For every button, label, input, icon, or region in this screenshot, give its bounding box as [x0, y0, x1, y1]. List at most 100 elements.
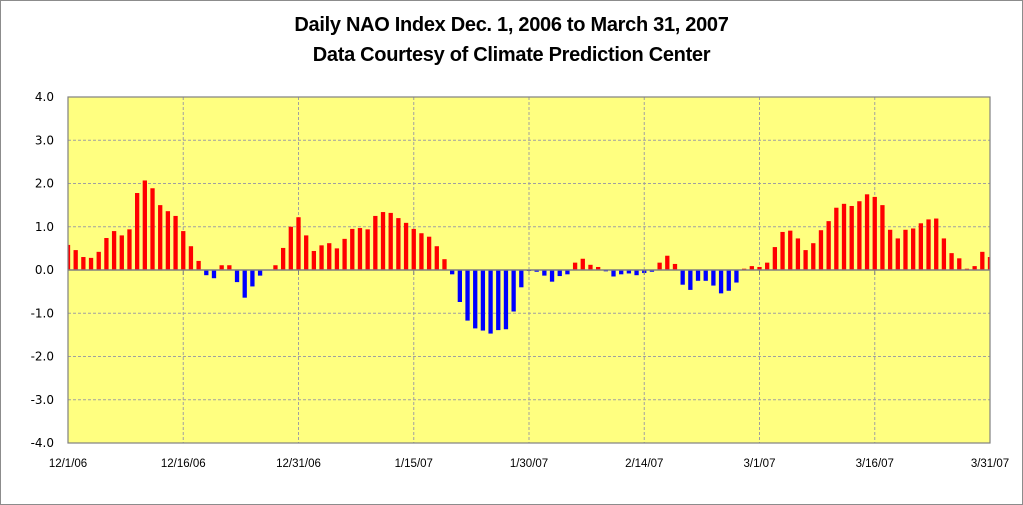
bar — [519, 270, 524, 288]
bar — [572, 262, 578, 270]
bar — [726, 270, 731, 291]
bar — [619, 270, 624, 275]
bar — [788, 230, 793, 270]
bar — [557, 270, 562, 277]
bar — [273, 265, 278, 270]
bar — [680, 270, 685, 285]
bar — [357, 228, 363, 270]
bar — [334, 248, 340, 270]
bar — [957, 258, 962, 270]
bar — [718, 270, 724, 294]
bar — [68, 244, 71, 270]
bar — [488, 270, 493, 334]
bar — [972, 266, 977, 270]
y-tick-label: -3.0 — [31, 393, 54, 407]
y-tick-label: 4.0 — [35, 90, 54, 104]
bar — [73, 250, 78, 270]
y-tick-label: 1.0 — [35, 220, 54, 234]
bar — [234, 270, 240, 283]
bar — [834, 207, 839, 270]
bar — [649, 270, 655, 272]
bar — [503, 270, 509, 330]
bar — [826, 221, 831, 270]
chart-subtitle: Data Courtesy of Climate Prediction Cent… — [312, 44, 711, 66]
bar — [450, 270, 455, 275]
bar — [849, 205, 854, 270]
x-tick-label: 3/16/07 — [856, 458, 894, 470]
x-tick-label: 1/15/07 — [395, 458, 433, 470]
bar — [442, 259, 447, 270]
bar — [304, 235, 309, 270]
bar — [611, 270, 616, 277]
bar — [327, 243, 332, 270]
bar — [227, 265, 232, 270]
bar — [734, 270, 739, 283]
y-tick-label: 2.0 — [35, 177, 54, 191]
bar — [127, 229, 132, 270]
bar — [895, 238, 900, 270]
bars — [68, 180, 990, 334]
bar — [242, 270, 247, 298]
bar — [941, 238, 947, 270]
bar — [703, 270, 708, 281]
bar — [772, 247, 778, 270]
y-tick-label: 3.0 — [35, 133, 54, 147]
bar — [388, 212, 393, 270]
x-tick-label: 2/14/07 — [625, 458, 663, 470]
bar — [373, 215, 378, 270]
bar — [296, 217, 301, 270]
bar — [565, 270, 570, 275]
bar — [903, 229, 908, 270]
bar — [250, 270, 255, 287]
bar — [457, 270, 462, 303]
bar — [434, 246, 439, 270]
bar — [150, 188, 155, 270]
bar — [918, 223, 923, 270]
bar — [426, 236, 432, 270]
bar — [795, 238, 801, 270]
bar — [596, 266, 601, 270]
bar — [119, 235, 124, 270]
y-tick-label: -1.0 — [31, 306, 54, 320]
bar — [496, 270, 501, 331]
bar — [980, 251, 985, 270]
bar — [342, 238, 347, 270]
bar — [473, 270, 478, 329]
bar — [765, 262, 770, 270]
bar — [104, 237, 109, 270]
bar — [280, 247, 286, 270]
bar — [158, 205, 163, 270]
x-tick-label: 12/31/06 — [276, 458, 321, 470]
bar — [987, 257, 990, 270]
bar — [165, 211, 171, 270]
bar — [887, 229, 893, 270]
bar — [319, 245, 324, 270]
x-tick-label: 3/31/07 — [971, 458, 1009, 470]
bar — [365, 229, 370, 270]
bar — [657, 262, 662, 270]
bar — [403, 222, 409, 270]
chart-title: Daily NAO Index Dec. 1, 2006 to March 31… — [294, 14, 729, 36]
bar — [257, 270, 263, 276]
bar — [419, 233, 424, 270]
bar — [288, 226, 293, 270]
bar — [757, 266, 762, 270]
bar — [872, 196, 877, 270]
bar — [780, 231, 785, 270]
bar — [626, 270, 632, 274]
bar — [88, 257, 94, 270]
bar — [196, 260, 201, 270]
bar — [311, 250, 317, 270]
bar — [181, 231, 186, 270]
bar — [695, 270, 701, 281]
bar — [142, 180, 147, 270]
x-tick-label: 1/30/07 — [510, 458, 548, 470]
bar — [135, 193, 140, 270]
bar — [857, 201, 862, 270]
bar — [480, 270, 486, 331]
bar — [688, 270, 693, 290]
bar — [672, 263, 678, 270]
bar — [542, 270, 547, 276]
bar — [204, 270, 209, 276]
